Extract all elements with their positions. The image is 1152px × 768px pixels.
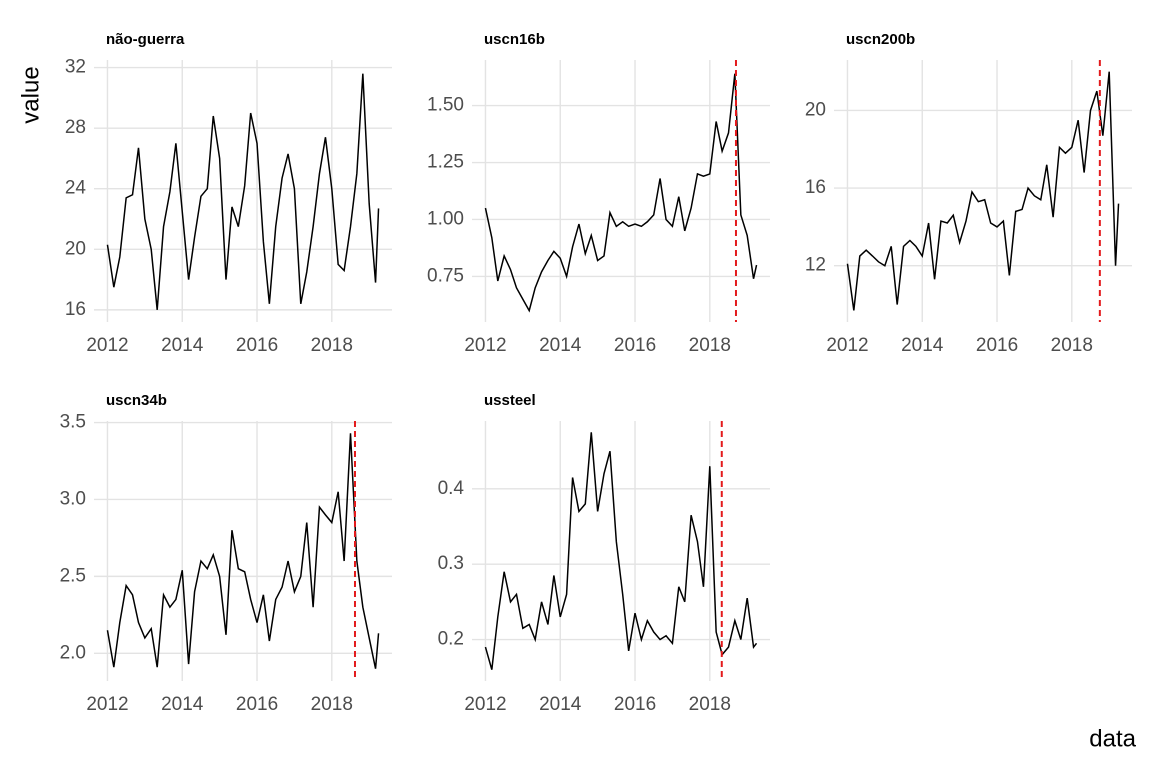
x-tick-label: 2018: [1051, 335, 1093, 356]
x-tick-label: 2012: [464, 694, 506, 715]
series-line: [106, 433, 380, 669]
y-tick-label: 3.5: [60, 412, 86, 433]
y-tick-label: 1.50: [427, 95, 464, 116]
y-tick-label: 1.00: [427, 208, 464, 229]
y-tick-label: 16: [805, 177, 826, 198]
x-tick-label: 2014: [539, 335, 582, 356]
y-tick-label: 0.2: [438, 629, 464, 650]
y-tick-label: 24: [65, 178, 87, 199]
y-tick-label: 0.3: [438, 553, 464, 574]
y-tick-label: 0.75: [427, 265, 464, 286]
y-tick-label: 3.0: [60, 488, 86, 509]
x-tick-label: 2018: [311, 694, 353, 715]
x-tick-label: 2014: [539, 694, 582, 715]
y-tick-label: 1.25: [427, 152, 464, 173]
panel-title: não-guerra: [106, 31, 185, 48]
y-tick-label: 28: [65, 117, 86, 138]
x-axis-title: data: [1089, 725, 1136, 752]
x-tick-label: 2016: [236, 335, 278, 356]
y-tick-label: 2.5: [60, 565, 86, 586]
x-tick-label: 2016: [614, 694, 656, 715]
y-tick-label: 20: [65, 238, 86, 259]
x-tick-label: 2012: [464, 335, 506, 356]
x-tick-label: 2016: [976, 335, 1018, 356]
x-tick-label: 2014: [161, 335, 204, 356]
x-tick-label: 2016: [614, 335, 656, 356]
y-tick-label: 16: [65, 299, 86, 320]
y-tick-label: 32: [65, 57, 86, 78]
x-tick-label: 2012: [86, 694, 128, 715]
x-tick-label: 2012: [826, 335, 868, 356]
x-tick-label: 2018: [689, 694, 731, 715]
x-tick-label: 2012: [86, 335, 128, 356]
x-tick-label: 2014: [901, 335, 944, 356]
x-tick-label: 2018: [689, 335, 731, 356]
x-tick-label: 2016: [236, 694, 278, 715]
x-tick-label: 2018: [311, 335, 353, 356]
series-line: [484, 73, 758, 313]
panel-title: uscn200b: [846, 31, 915, 48]
panel-title: uscn34b: [106, 392, 167, 409]
y-tick-label: 2.0: [60, 642, 86, 663]
series-line: [106, 73, 380, 310]
series-line: [846, 71, 1120, 311]
series-line: [484, 432, 758, 670]
y-tick-label: 12: [805, 255, 826, 276]
y-tick-label: 20: [805, 99, 826, 120]
x-tick-label: 2014: [161, 694, 204, 715]
panel-title: ussteel: [484, 392, 536, 409]
y-axis-title: value: [17, 66, 44, 123]
y-tick-label: 0.4: [438, 478, 465, 499]
panel-title: uscn16b: [484, 31, 545, 48]
